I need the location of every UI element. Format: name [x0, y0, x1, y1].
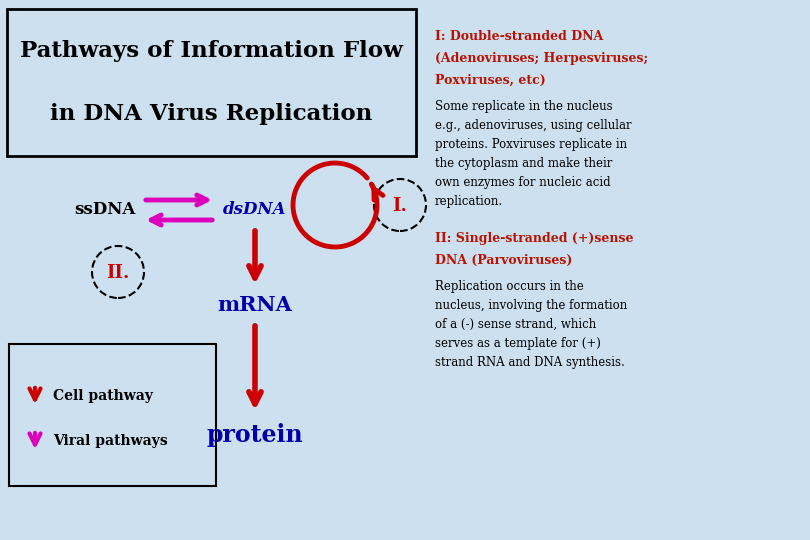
Text: mRNA: mRNA: [218, 295, 292, 315]
Text: in DNA Virus Replication: in DNA Virus Replication: [50, 103, 373, 125]
Text: (Adenoviruses; Herpesviruses;: (Adenoviruses; Herpesviruses;: [435, 52, 648, 65]
Text: DNA (Parvoviruses): DNA (Parvoviruses): [435, 254, 573, 267]
Text: dsDNA: dsDNA: [224, 201, 287, 219]
Text: Replication occurs in the: Replication occurs in the: [435, 280, 584, 293]
Text: the cytoplasm and make their: the cytoplasm and make their: [435, 157, 612, 170]
Text: nucleus, involving the formation: nucleus, involving the formation: [435, 299, 627, 312]
Text: replication.: replication.: [435, 195, 503, 208]
Text: of a (-) sense strand, which: of a (-) sense strand, which: [435, 318, 596, 331]
Text: Cell pathway: Cell pathway: [53, 389, 153, 403]
Text: proteins. Poxviruses replicate in: proteins. Poxviruses replicate in: [435, 138, 627, 151]
Text: Pathways of Information Flow: Pathways of Information Flow: [20, 39, 403, 62]
FancyBboxPatch shape: [7, 9, 416, 156]
Text: protein: protein: [207, 423, 303, 447]
Text: strand RNA and DNA synthesis.: strand RNA and DNA synthesis.: [435, 356, 625, 369]
Text: I: Double-stranded DNA: I: Double-stranded DNA: [435, 30, 603, 43]
Text: serves as a template for (+): serves as a template for (+): [435, 337, 601, 350]
Text: ssDNA: ssDNA: [75, 201, 136, 219]
Text: e.g., adenoviruses, using cellular: e.g., adenoviruses, using cellular: [435, 119, 632, 132]
Text: I.: I.: [393, 197, 407, 215]
Text: Poxviruses, etc): Poxviruses, etc): [435, 74, 546, 87]
Text: II: Single-stranded (+)sense: II: Single-stranded (+)sense: [435, 232, 633, 245]
Text: own enzymes for nucleic acid: own enzymes for nucleic acid: [435, 176, 611, 189]
Text: Viral pathways: Viral pathways: [53, 434, 168, 448]
Text: II.: II.: [106, 264, 130, 282]
Text: Some replicate in the nucleus: Some replicate in the nucleus: [435, 100, 612, 113]
FancyBboxPatch shape: [9, 344, 216, 486]
